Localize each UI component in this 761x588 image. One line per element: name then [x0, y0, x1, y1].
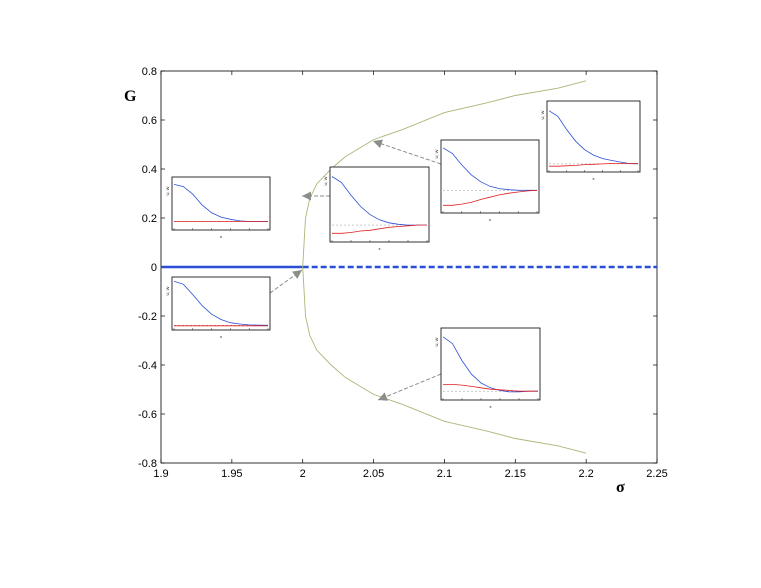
x-tick-label: 2.15	[505, 468, 526, 480]
inset-x-label: x	[490, 404, 492, 409]
inset-x-label: x	[220, 334, 222, 339]
pointer-arrow-line	[372, 140, 442, 165]
inset-y-label: U, W	[540, 110, 545, 119]
inset-x-label: x	[220, 234, 222, 239]
insets-layer: U, W x U, W x U, W x U, W x U, W x U, W x	[165, 100, 641, 409]
inset-y-label: U, W	[434, 149, 439, 158]
inset-x-label: x	[489, 217, 491, 222]
arrows-layer	[269, 139, 442, 401]
y-tick-label: 0.2	[142, 213, 157, 225]
inset-y-label: U, W	[165, 186, 170, 195]
inset-red-curve	[332, 224, 427, 234]
inset-plot-inset-e: U, W x	[540, 100, 641, 181]
inset-blue-curve	[442, 336, 538, 393]
inset-frame	[171, 276, 271, 331]
inset-plot-inset-b: U, W x	[165, 276, 271, 339]
inset-x-label: x	[593, 176, 595, 181]
inset-plot-inset-a: U, W x	[165, 176, 271, 239]
inset-red-curve	[443, 189, 538, 206]
inset-plot-inset-f: U, W x	[434, 327, 541, 409]
inset-blue-curve	[331, 176, 427, 226]
inset-plot-inset-d: U, W x	[434, 139, 540, 222]
pointer-arrow-head	[378, 392, 389, 401]
y-tick-label: -0.4	[138, 360, 157, 372]
inset-y-label: U, W	[165, 286, 170, 295]
inset-blue-curve	[442, 147, 537, 191]
x-tick-label: 2.1	[437, 468, 452, 480]
inset-frame	[440, 139, 540, 214]
x-tick-label: 2	[300, 468, 306, 480]
y-tick-label: -0.6	[138, 409, 157, 421]
inset-frame	[329, 166, 430, 243]
y-tick-label: 0.6	[142, 115, 157, 127]
inset-y-label: U, W	[323, 176, 328, 185]
y-tick-label: -0.2	[138, 311, 157, 323]
x-tick-label: 1.9	[153, 468, 168, 480]
inset-blue-curve	[173, 280, 269, 326]
axes: 1.9 1.95 2 2.05 2.1 2.15 2.2 2.25 0.8 0.6 0.4 0.2 0 -…	[138, 66, 668, 480]
inset-red-curve	[549, 163, 638, 167]
x-tick-label: 1.95	[221, 468, 242, 480]
x-tick-label: 2.25	[646, 468, 667, 480]
x-tick-label: 2.05	[363, 468, 384, 480]
inset-plot-inset-c: U, W x	[323, 166, 430, 251]
inset-red-curve	[443, 384, 538, 392]
y-tick-label: 0	[151, 262, 157, 274]
y-tick-label: 0.8	[142, 66, 157, 78]
inset-x-label: x	[379, 246, 381, 251]
inset-frame	[171, 176, 271, 231]
pointer-arrow-head	[373, 139, 383, 149]
pointer-arrow-line	[377, 373, 442, 401]
inset-frame	[546, 100, 641, 173]
pointer-arrow-head	[292, 270, 302, 279]
y-tick-label: 0.4	[142, 164, 157, 176]
y-axis-label: G	[124, 88, 137, 105]
series-line-3	[302, 266, 587, 454]
y-tick-label: -0.8	[138, 458, 157, 470]
x-tick-label: 2.2	[578, 468, 593, 480]
pointer-arrow-head	[302, 191, 311, 201]
inset-y-label: U, W	[434, 337, 439, 346]
inset-blue-curve	[548, 110, 639, 165]
x-axis-label: σ	[616, 479, 625, 496]
